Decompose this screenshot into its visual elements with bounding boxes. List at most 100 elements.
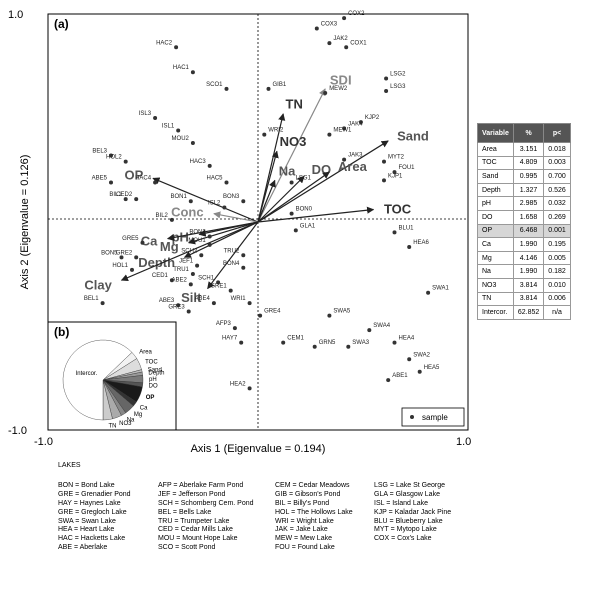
percent-cell: 3.151 <box>512 142 545 157</box>
sample-label: GRN5 <box>319 340 336 346</box>
lakes-title: LAKES <box>58 462 81 469</box>
legend-box <box>401 407 465 427</box>
sample-point <box>134 255 139 260</box>
sample-point <box>407 244 412 249</box>
percent-cell: 4.809 <box>512 155 545 171</box>
sample-label: HEA6 <box>413 240 429 246</box>
sample-point <box>190 140 195 145</box>
sample-point <box>109 180 113 185</box>
p-value-cell: 0.006 <box>543 291 571 307</box>
vector-label: Area <box>338 159 368 174</box>
sample-point <box>392 340 397 345</box>
lake-entry: BLU = Blueberry Lake <box>374 517 443 525</box>
variable-cell: Mg <box>477 250 514 266</box>
sample-label: HAC1 <box>173 65 190 71</box>
vector-arrow <box>257 88 326 223</box>
sample-label: MEW2 <box>329 86 348 92</box>
sample-point <box>174 45 179 50</box>
sample-label: HAC5 <box>206 175 223 181</box>
sample-label: SWA3 <box>352 340 369 346</box>
sample-point <box>119 255 124 260</box>
variable-cell: TOC <box>477 155 514 171</box>
sample-point <box>314 26 319 31</box>
pie-label: TOC <box>145 359 158 365</box>
sample-point <box>293 228 298 233</box>
sample-point <box>386 378 391 383</box>
sample-point <box>228 288 233 293</box>
variable-cell: DO <box>477 209 514 225</box>
lake-entry: JAK = Jake Lake <box>275 526 328 534</box>
sample-point <box>247 386 252 391</box>
lake-entry: KJP = Kaladar Jack Pine <box>374 508 452 516</box>
sample-point <box>109 153 113 158</box>
vector-arrow <box>166 221 259 242</box>
vector-label: NO3 <box>280 134 307 149</box>
sample-label: SWA2 <box>413 352 430 358</box>
sample-point <box>207 242 212 247</box>
sample-label: LSG3 <box>390 84 406 90</box>
percent-cell: 1.658 <box>512 209 545 225</box>
sample-point <box>241 199 246 204</box>
p-value-cell: 0.003 <box>543 155 571 171</box>
variance-table-row: TOC 4.809 0.003 <box>477 155 571 171</box>
lakes-column-3: CEM = Cedar Meadows GIB = Gibson's Pond BI… <box>275 482 353 553</box>
sample-point <box>247 301 252 306</box>
p-value-cell: 0.700 <box>543 169 571 184</box>
sample-label: GIB1 <box>273 82 287 88</box>
p-value-cell: 0.005 <box>543 250 571 266</box>
sample-point <box>289 180 294 185</box>
lake-entry: HEA = Heart Lake <box>58 526 115 534</box>
sample-point <box>407 357 412 362</box>
sample-point <box>188 199 193 204</box>
sample-label: BEL3 <box>92 148 107 154</box>
sample-point <box>232 326 237 331</box>
sample-point <box>190 272 195 276</box>
lakes-column-2: AFP = Aberlake Farm Pond JEF = Jefferson … <box>158 482 254 553</box>
percent-cell: 1.990 <box>512 264 545 279</box>
variable-cell: OP <box>477 223 514 239</box>
sample-label: BEL1 <box>84 296 99 302</box>
variance-table-header: Variable % p< <box>477 123 571 143</box>
sample-label: BON5 <box>101 250 118 256</box>
sample-point <box>222 205 227 210</box>
sample-label: CED2 <box>116 192 133 198</box>
sample-point <box>134 197 139 202</box>
sample-label: JAK4 <box>348 121 363 127</box>
vector-label: TN <box>286 97 303 112</box>
sample-label: TRU1 <box>173 267 189 273</box>
sample-point <box>207 163 212 168</box>
variance-table-row: Na 1.990 0.182 <box>477 264 571 279</box>
sample-label: GRE3 <box>168 304 185 310</box>
sample-point <box>216 280 221 285</box>
sample-point <box>382 178 386 183</box>
sample-point <box>323 91 328 96</box>
y-tick-top: 1.0 <box>8 9 23 21</box>
sample-point <box>266 86 271 91</box>
sample-label: ABE5 <box>92 175 108 181</box>
percent-cell: 6.468 <box>512 223 545 239</box>
pie-label: DO <box>149 384 158 390</box>
sample-label: GRE5 <box>122 236 139 242</box>
sample-point <box>100 301 105 306</box>
sample-point <box>344 45 349 50</box>
variance-table-row: Area 3.151 0.018 <box>477 142 571 157</box>
sample-label: BON1 <box>170 194 187 200</box>
vector-arrow <box>188 221 259 245</box>
sample-label: HAC2 <box>156 40 173 46</box>
sample-point <box>392 170 397 175</box>
lake-entry: GRE = Gregloch Lake <box>58 508 127 516</box>
variance-table-row: OP 6.468 0.001 <box>477 223 571 239</box>
sample-label: BON2 <box>189 230 206 236</box>
vector-arrow <box>257 171 330 223</box>
vector-label: pH <box>172 230 189 245</box>
sample-label: HEA5 <box>424 365 440 371</box>
sample-label: JEF1 <box>179 259 194 265</box>
sample-label: ABE4 <box>195 296 211 302</box>
p-value-cell: 0.018 <box>543 142 571 157</box>
vector-arrow <box>152 177 259 223</box>
vector-label: Mg <box>160 239 179 254</box>
sample-label: MYT2 <box>388 155 405 161</box>
vector-arrow <box>183 221 259 258</box>
vector-label: SDI <box>330 73 352 88</box>
vector-arrow <box>257 206 375 223</box>
